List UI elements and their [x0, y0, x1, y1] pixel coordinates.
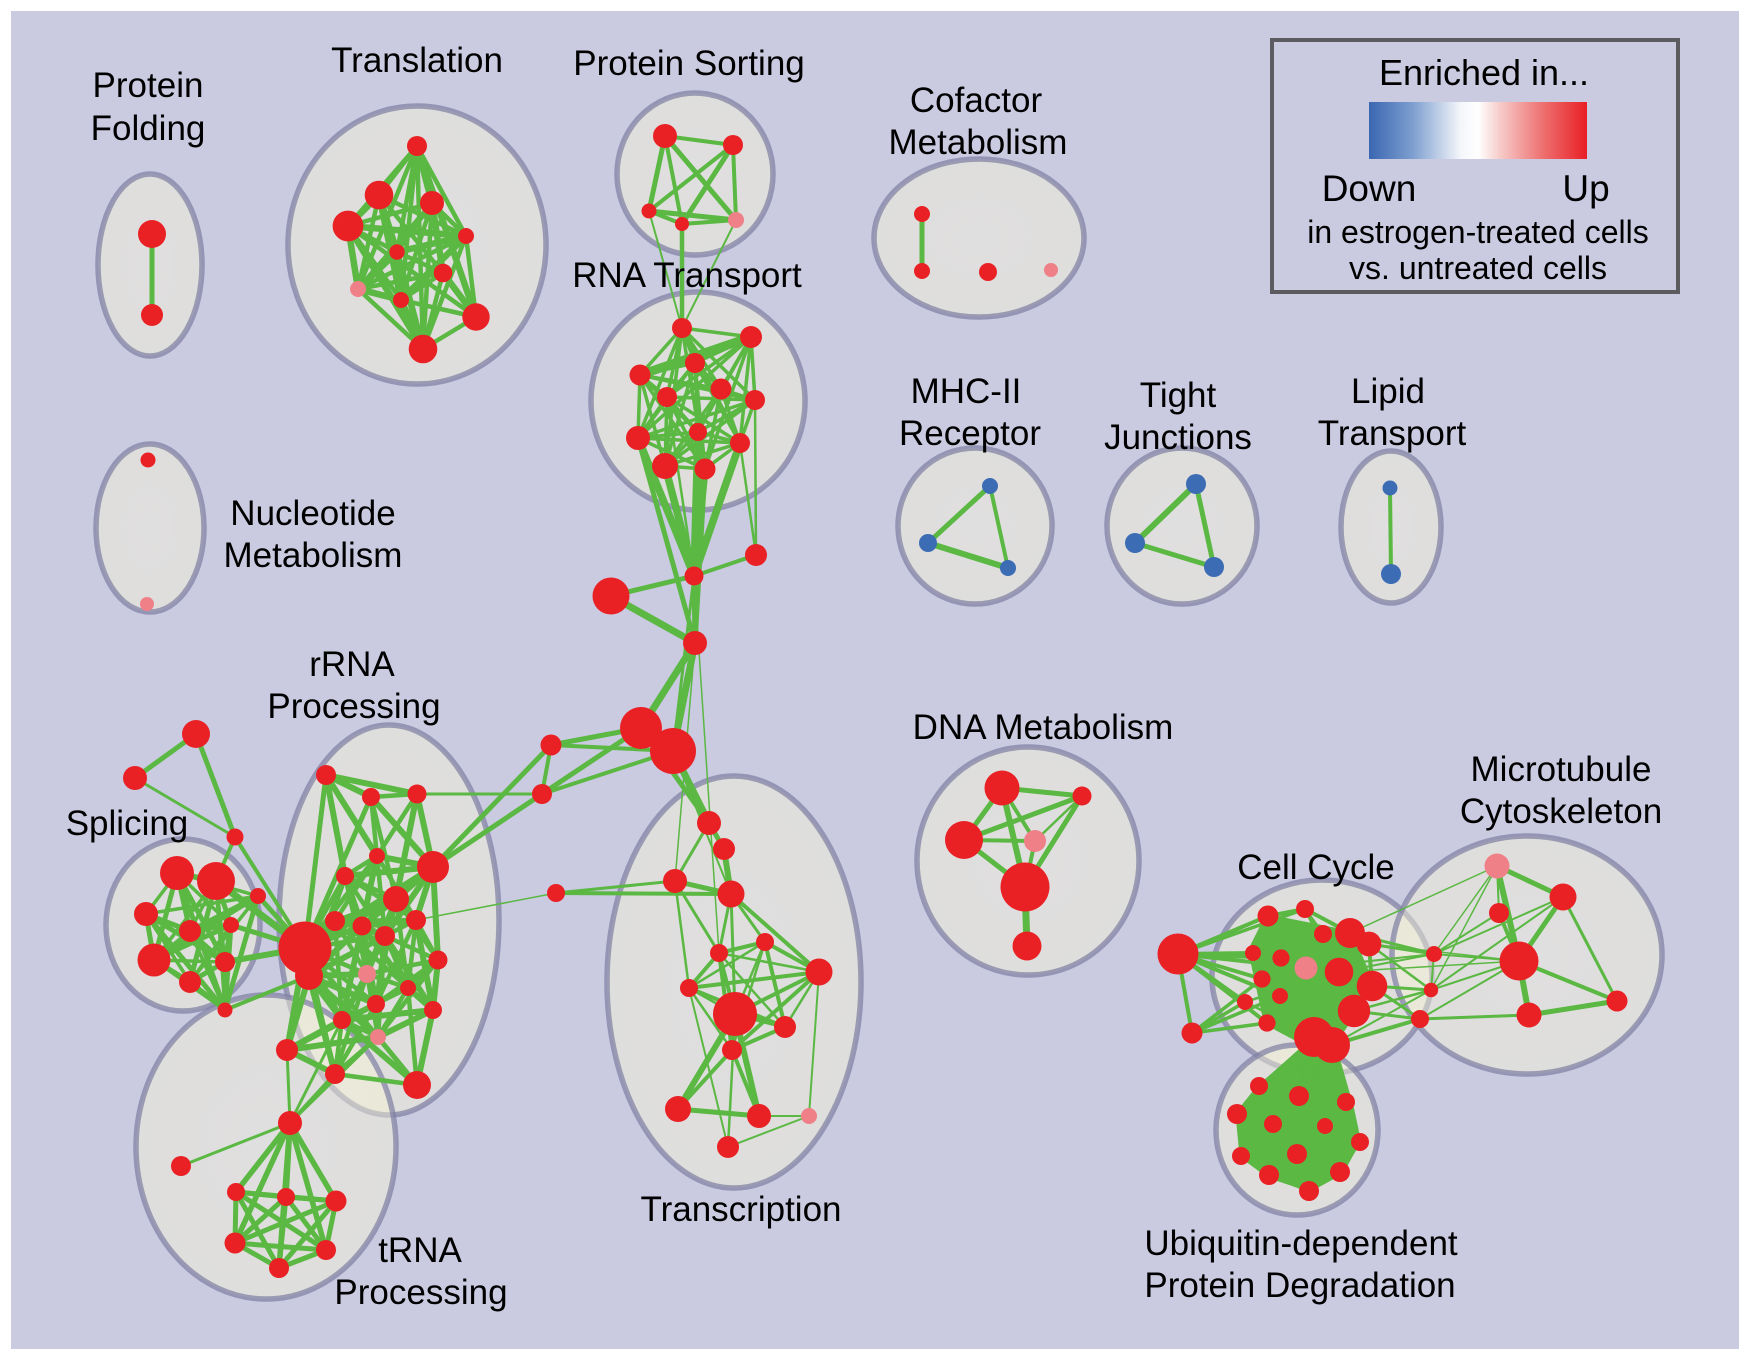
svg-text:Folding: Folding [91, 109, 206, 148]
svg-text:Microtubule: Microtubule [1471, 750, 1652, 789]
svg-text:Cell Cycle: Cell Cycle [1237, 848, 1395, 887]
svg-text:Nucleotide: Nucleotide [230, 494, 395, 533]
svg-text:Protein: Protein [93, 66, 204, 105]
svg-text:DNA Metabolism: DNA Metabolism [913, 708, 1174, 747]
svg-text:Translation: Translation [331, 41, 503, 80]
svg-text:vs. untreated cells: vs. untreated cells [1349, 250, 1607, 286]
svg-text:RNA Transport: RNA Transport [572, 256, 802, 295]
svg-text:Lipid: Lipid [1351, 372, 1425, 411]
svg-text:in estrogen-treated cells: in estrogen-treated cells [1307, 214, 1649, 250]
svg-text:Up: Up [1562, 168, 1609, 209]
svg-text:Processing: Processing [334, 1273, 507, 1312]
svg-text:Transcription: Transcription [641, 1190, 842, 1229]
svg-text:Tight: Tight [1140, 376, 1217, 415]
svg-text:Cytoskeleton: Cytoskeleton [1460, 792, 1662, 831]
svg-text:Down: Down [1322, 168, 1417, 209]
svg-text:Processing: Processing [267, 687, 440, 726]
svg-text:MHC-II: MHC-II [911, 372, 1022, 411]
svg-text:Protein Sorting: Protein Sorting [573, 44, 805, 83]
svg-text:Ubiquitin-dependent: Ubiquitin-dependent [1144, 1224, 1458, 1263]
svg-text:Enriched in...: Enriched in... [1379, 52, 1589, 93]
svg-text:Transport: Transport [1318, 414, 1467, 453]
svg-text:Receptor: Receptor [899, 414, 1041, 453]
svg-text:Cofactor: Cofactor [910, 81, 1043, 120]
svg-text:Protein Degradation: Protein Degradation [1144, 1266, 1455, 1305]
svg-text:tRNA: tRNA [378, 1231, 462, 1270]
svg-text:Metabolism: Metabolism [224, 536, 403, 575]
svg-text:rRNA: rRNA [309, 645, 395, 684]
svg-text:Junctions: Junctions [1104, 418, 1252, 457]
svg-text:Splicing: Splicing [66, 804, 189, 843]
svg-text:Metabolism: Metabolism [889, 123, 1068, 162]
